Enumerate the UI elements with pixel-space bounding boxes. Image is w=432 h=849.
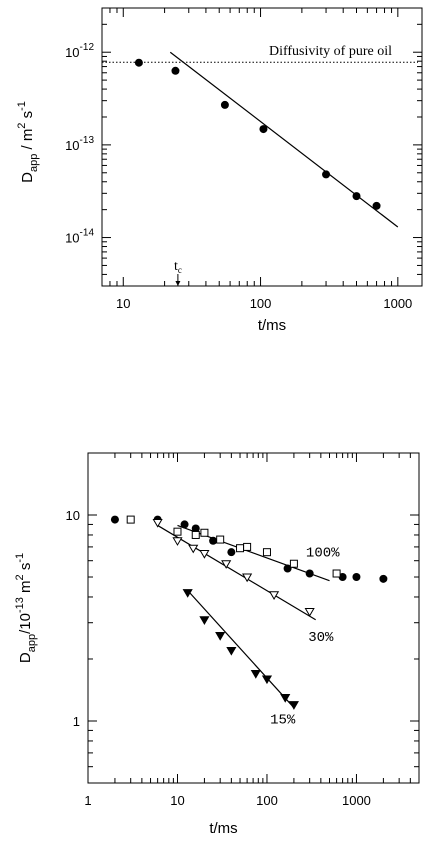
- y-tick-label: 10-12: [65, 42, 94, 60]
- fit-line: [187, 590, 295, 709]
- data-point: [243, 542, 252, 551]
- x-axis-label: t/ms: [209, 820, 237, 837]
- top-reference-line: Diffusivity of pure oil: [102, 44, 418, 63]
- data-point: [305, 569, 314, 578]
- data-point: [182, 589, 193, 598]
- fit-line: [157, 524, 316, 621]
- data-point: [227, 548, 236, 557]
- data-point: [250, 670, 261, 679]
- x-tick-label: 1000: [342, 793, 371, 808]
- y-axis-label: Dapp/10-13 m2 s-1: [14, 553, 38, 663]
- tc-marker-arrow: [175, 281, 181, 286]
- data-point: [221, 560, 232, 569]
- data-point: [236, 544, 245, 553]
- curve-label: 15%: [270, 713, 296, 729]
- bottom-chart: 100% 30% 15% 1 10 100 1000 1 10 t/ms Dapp/10-13 m…: [14, 452, 420, 837]
- curve-label: 30%: [308, 630, 334, 646]
- x-tick-label: 10: [116, 296, 130, 311]
- x-tick-label: 1: [84, 793, 91, 808]
- top-data-points: [134, 58, 381, 210]
- y-tick-label: 10: [66, 508, 80, 523]
- data-point: [215, 632, 226, 641]
- data-point: [199, 550, 210, 559]
- x-tick-label: 100: [250, 296, 272, 311]
- data-point: [261, 675, 273, 685]
- data-point: [172, 537, 183, 546]
- data-point: [209, 536, 218, 545]
- data-point: [304, 608, 315, 617]
- data-point: [288, 701, 299, 710]
- data-point: [289, 559, 298, 568]
- data-point: [110, 515, 119, 524]
- data-point: [259, 125, 268, 134]
- x-tick-label: 100: [256, 793, 278, 808]
- reference-line-label: Diffusivity of pure oil: [269, 44, 392, 59]
- data-point: [220, 100, 229, 109]
- data-point: [173, 527, 182, 536]
- y-tick-label: 1: [73, 714, 80, 729]
- top-chart: Diffusivity of pure oil tc 10 100 1000 10-1…: [16, 7, 423, 334]
- data-point: [283, 564, 292, 573]
- data-point: [379, 574, 388, 583]
- bottom-curve-labels: 100% 30% 15%: [270, 545, 340, 728]
- data-point: [171, 66, 180, 75]
- data-point: [226, 646, 237, 656]
- y-axis-label: Dapp / m2 s-1: [16, 101, 40, 183]
- tc-label: tc: [174, 259, 182, 275]
- x-axis-label: t/ms: [258, 317, 286, 334]
- data-point: [216, 535, 225, 544]
- data-point: [126, 515, 135, 524]
- data-point: [134, 58, 143, 67]
- top-fit-lines: [169, 51, 399, 228]
- data-point: [200, 528, 209, 537]
- top-annotations: tc: [174, 259, 182, 286]
- top-axis-ticks: [101, 7, 422, 287]
- bottom-data-points: [110, 515, 388, 710]
- y-tick-label: 10-14: [65, 228, 94, 246]
- data-point: [191, 530, 200, 539]
- data-point: [322, 170, 331, 179]
- data-point: [180, 520, 189, 529]
- data-point: [372, 201, 381, 210]
- data-point: [332, 569, 341, 578]
- data-point: [191, 524, 200, 533]
- bottom-plot-frame: [87, 452, 420, 784]
- x-tick-label: 1000: [383, 296, 412, 311]
- data-point: [242, 573, 253, 583]
- data-point: [152, 518, 163, 528]
- x-tick-label: 10: [170, 793, 184, 808]
- data-point: [262, 548, 271, 557]
- data-point: [199, 616, 210, 625]
- fit-line: [169, 51, 399, 228]
- bottom-axis-ticks: [87, 452, 420, 784]
- bottom-axis-labels: 1 10 100 1000 1 10 t/ms Dapp/10-13 m2 s-1: [14, 508, 371, 837]
- curve-label: 100%: [306, 545, 340, 561]
- data-point: [268, 591, 280, 600]
- data-point: [352, 192, 361, 201]
- data-point: [188, 544, 199, 554]
- top-plot-frame: [101, 7, 423, 287]
- bottom-fit-lines: [157, 524, 330, 709]
- data-point: [352, 573, 361, 582]
- y-tick-label: 10-13: [65, 135, 94, 153]
- data-point: [280, 694, 291, 703]
- top-axis-labels: 10 100 1000 10-14 10-13 10-12 t/ms Dapp / m2 s-…: [16, 42, 412, 334]
